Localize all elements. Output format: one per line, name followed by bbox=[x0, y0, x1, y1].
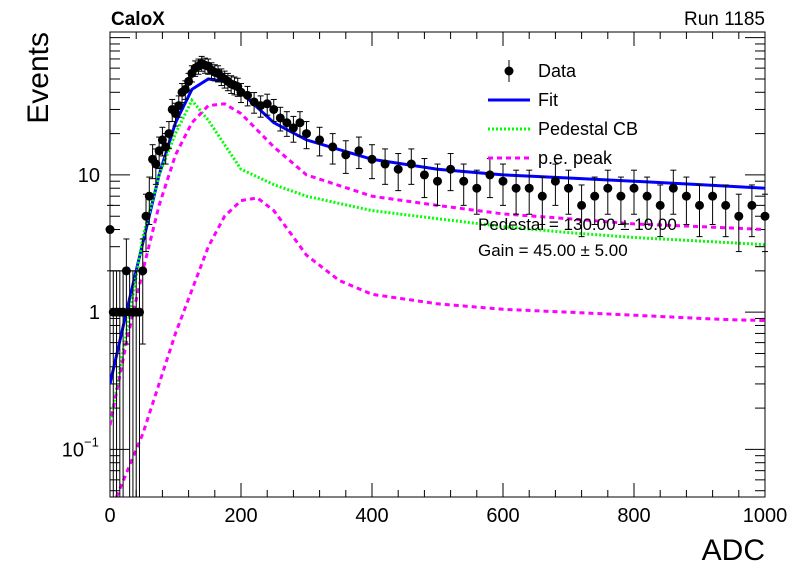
data-point bbox=[121, 266, 131, 276]
data-point bbox=[105, 225, 115, 235]
x-tick-label: 0 bbox=[104, 505, 115, 527]
data-point bbox=[721, 200, 731, 210]
series-line-1 bbox=[110, 97, 765, 426]
data-point bbox=[118, 307, 128, 317]
data-point bbox=[616, 191, 626, 201]
x-axis-label: ADC bbox=[702, 534, 765, 567]
y-tick-label: 10 bbox=[62, 439, 84, 461]
y-tick-exponent: −1 bbox=[84, 434, 99, 449]
data-point bbox=[472, 183, 482, 193]
data-point bbox=[747, 200, 757, 210]
data-point bbox=[760, 211, 770, 221]
legend: Data Fit Pedestal CB p.e. peak bbox=[488, 60, 638, 168]
legend-label: Pedestal CB bbox=[538, 119, 638, 139]
data-point bbox=[668, 183, 678, 193]
legend-label: Fit bbox=[538, 90, 558, 110]
data-point bbox=[174, 101, 184, 111]
data-point bbox=[695, 200, 704, 210]
data-point bbox=[446, 164, 456, 174]
data-point bbox=[524, 183, 534, 193]
legend-label: Data bbox=[538, 61, 577, 81]
data-point bbox=[144, 191, 154, 201]
data-point bbox=[154, 146, 164, 156]
data-point bbox=[511, 183, 521, 193]
data-point bbox=[288, 123, 298, 133]
header-left: CaloX bbox=[111, 9, 165, 30]
data-point bbox=[406, 159, 416, 169]
data-point bbox=[141, 211, 151, 221]
data-point bbox=[275, 113, 285, 123]
data-point bbox=[134, 307, 144, 317]
data-point bbox=[282, 118, 292, 128]
x-tick-label: 400 bbox=[355, 505, 388, 527]
data-point bbox=[157, 135, 167, 145]
data-point bbox=[537, 191, 547, 201]
x-tick-label: 600 bbox=[486, 505, 519, 527]
data-point bbox=[550, 176, 560, 186]
data-point bbox=[295, 118, 305, 128]
x-tick-label: 800 bbox=[617, 505, 650, 527]
data-point bbox=[564, 183, 573, 193]
legend-marker bbox=[504, 66, 514, 76]
x-tick-label: 200 bbox=[224, 505, 257, 527]
data-point bbox=[590, 191, 600, 201]
data-point bbox=[734, 211, 744, 221]
data-point bbox=[138, 266, 148, 276]
data-point bbox=[433, 176, 442, 186]
stats-line: Pedestal = 130.00 ± 10.00 bbox=[478, 215, 677, 234]
data-point bbox=[184, 76, 194, 86]
data-point bbox=[498, 176, 508, 186]
data-point bbox=[459, 176, 469, 186]
data-point bbox=[341, 150, 351, 160]
data-point bbox=[269, 104, 279, 114]
fit-curves bbox=[110, 77, 765, 497]
data-point bbox=[577, 200, 587, 210]
data-point bbox=[302, 129, 311, 139]
data-point bbox=[681, 191, 691, 201]
data-point bbox=[642, 191, 652, 201]
data-point bbox=[262, 99, 272, 109]
data-point bbox=[243, 90, 253, 100]
y-tick-label: 1 bbox=[89, 302, 100, 324]
data-point bbox=[603, 183, 613, 193]
data-point bbox=[419, 170, 429, 180]
data-point bbox=[380, 159, 390, 169]
data-point bbox=[708, 191, 718, 201]
x-tick-label: 1000 bbox=[743, 505, 788, 527]
data-point bbox=[629, 183, 639, 193]
data-point bbox=[164, 129, 174, 139]
data-point bbox=[367, 154, 377, 164]
data-point bbox=[315, 135, 325, 145]
data-point bbox=[354, 146, 364, 156]
plot-frame bbox=[109, 31, 766, 498]
header-right: Run 1185 bbox=[684, 9, 765, 30]
y-tick-label: 10 bbox=[78, 165, 100, 187]
data-point bbox=[151, 159, 161, 169]
stats-line: Gain = 45.00 ± 5.00 bbox=[478, 241, 628, 260]
series-line-2 bbox=[110, 102, 765, 426]
data-point bbox=[249, 97, 259, 107]
stats-box: Pedestal = 130.00 ± 10.00 Gain = 45.00 ± … bbox=[478, 215, 677, 260]
data-point bbox=[171, 109, 180, 119]
data-points bbox=[105, 55, 770, 498]
data-point bbox=[393, 164, 403, 174]
data-point bbox=[655, 200, 665, 210]
data-point bbox=[180, 84, 190, 94]
data-point bbox=[328, 142, 338, 152]
y-axis-label: Events bbox=[22, 32, 55, 124]
data-point bbox=[485, 170, 495, 180]
legend-label: p.e. peak bbox=[538, 148, 613, 168]
series-line-3 bbox=[115, 196, 765, 497]
